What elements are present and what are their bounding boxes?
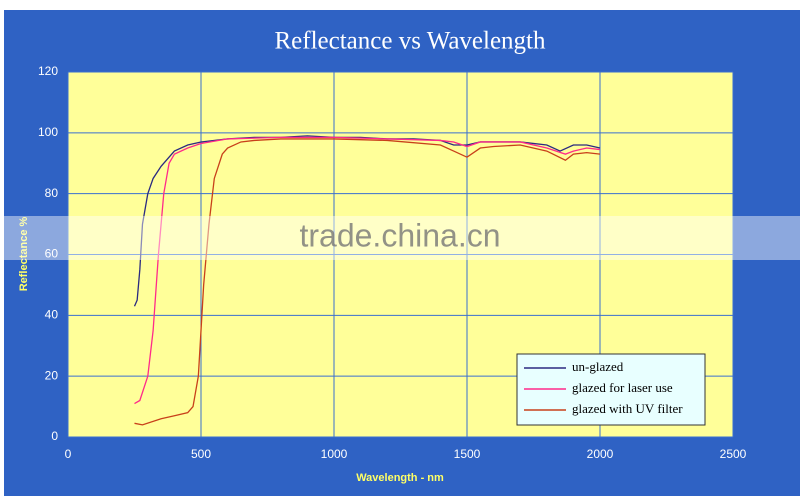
x-tick-label: 2500 (720, 447, 747, 461)
legend-label: glazed with UV filter (572, 401, 683, 416)
chart-title: Reflectance vs Wavelength (274, 28, 546, 55)
y-tick-label: 60 (45, 247, 59, 261)
x-axis-label: Wavelength - nm (356, 472, 444, 484)
y-tick-label: 20 (45, 368, 59, 382)
watermark: trade.china.cn (299, 217, 500, 253)
series-line (134, 138, 601, 426)
y-tick-label: 40 (45, 308, 59, 322)
y-axis-label: Reflectance % (18, 216, 30, 291)
x-tick-label: 1000 (321, 447, 348, 461)
y-tick-label: 100 (38, 125, 58, 139)
legend-label: glazed for laser use (572, 380, 673, 395)
watermark-band (0, 216, 800, 260)
y-tick-label: 120 (38, 64, 58, 78)
series-line (134, 136, 601, 405)
x-tick-label: 1500 (454, 447, 481, 461)
y-tick-label: 80 (45, 186, 59, 200)
x-tick-label: 0 (65, 447, 72, 461)
y-tick-label: 0 (51, 429, 58, 443)
legend-label: un-glazed (572, 359, 624, 374)
x-tick-label: 500 (191, 447, 211, 461)
x-tick-label: 2000 (587, 447, 614, 461)
